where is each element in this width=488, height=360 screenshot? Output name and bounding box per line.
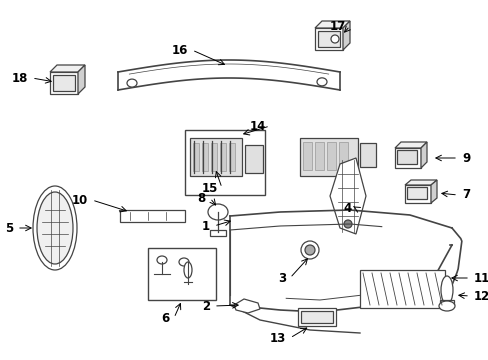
Bar	[303, 142, 311, 170]
Polygon shape	[120, 210, 184, 222]
Bar	[406, 187, 426, 199]
Text: 7: 7	[461, 189, 469, 202]
Ellipse shape	[127, 79, 137, 87]
Bar	[244, 145, 263, 173]
Bar	[314, 28, 342, 50]
Bar	[317, 31, 339, 47]
Ellipse shape	[316, 78, 326, 86]
Text: 16: 16	[171, 44, 187, 57]
Bar	[394, 148, 420, 168]
Bar	[148, 248, 216, 300]
Ellipse shape	[179, 258, 189, 266]
Text: 9: 9	[461, 152, 469, 165]
Bar	[210, 143, 217, 171]
Bar	[359, 143, 375, 167]
Polygon shape	[329, 158, 365, 234]
Bar	[190, 138, 242, 176]
Text: 8: 8	[197, 192, 205, 204]
Polygon shape	[420, 142, 426, 168]
Bar	[228, 143, 235, 171]
Bar	[202, 143, 207, 171]
Polygon shape	[342, 21, 349, 50]
Bar	[299, 138, 357, 176]
Polygon shape	[234, 299, 260, 313]
Bar	[396, 150, 416, 164]
Polygon shape	[394, 142, 426, 148]
Polygon shape	[314, 21, 349, 28]
Bar	[53, 75, 75, 91]
Bar	[338, 142, 347, 170]
Bar	[297, 308, 335, 326]
Ellipse shape	[37, 192, 73, 264]
Bar	[220, 143, 225, 171]
Ellipse shape	[157, 256, 167, 264]
Ellipse shape	[330, 35, 338, 43]
Text: 12: 12	[473, 289, 488, 302]
Text: 2: 2	[202, 300, 209, 312]
Text: 11: 11	[473, 271, 488, 284]
Text: 1: 1	[202, 220, 209, 233]
Ellipse shape	[438, 301, 454, 311]
Polygon shape	[404, 180, 436, 185]
Text: 14: 14	[249, 120, 265, 132]
Text: 18: 18	[12, 72, 28, 85]
Bar	[326, 142, 335, 170]
Ellipse shape	[301, 241, 318, 259]
Bar	[209, 230, 225, 236]
Bar	[314, 142, 324, 170]
Ellipse shape	[343, 220, 351, 228]
Bar	[184, 130, 264, 195]
Ellipse shape	[183, 262, 192, 278]
Ellipse shape	[305, 245, 314, 255]
Polygon shape	[50, 65, 85, 72]
Polygon shape	[78, 65, 85, 94]
Text: 13: 13	[269, 332, 285, 345]
Ellipse shape	[440, 276, 452, 304]
Text: 3: 3	[277, 271, 285, 284]
Text: 4: 4	[343, 202, 351, 215]
Ellipse shape	[33, 186, 77, 270]
Ellipse shape	[207, 204, 227, 220]
Bar	[439, 300, 453, 305]
Text: 6: 6	[162, 311, 170, 324]
Bar	[193, 143, 199, 171]
Bar	[404, 185, 430, 203]
Text: 5: 5	[5, 221, 13, 234]
Bar	[50, 72, 78, 94]
Text: 15: 15	[201, 181, 218, 194]
Polygon shape	[430, 180, 436, 203]
Text: 17: 17	[329, 19, 346, 32]
Text: 10: 10	[72, 194, 88, 207]
Bar	[301, 311, 332, 323]
Bar	[359, 270, 444, 308]
